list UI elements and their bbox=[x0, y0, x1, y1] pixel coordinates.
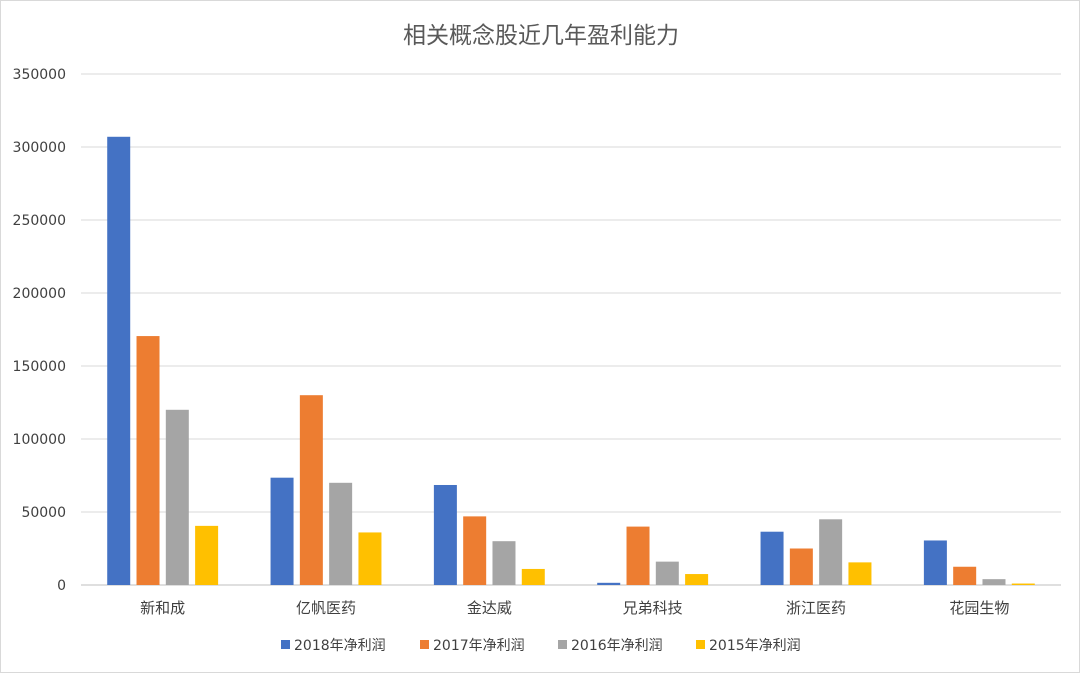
legend-swatch bbox=[696, 640, 705, 649]
bar bbox=[597, 582, 621, 585]
legend-swatch bbox=[558, 640, 567, 649]
legend-label: 2015年净利润 bbox=[709, 638, 801, 654]
x-category-label: 亿帆医药 bbox=[296, 599, 356, 617]
bar bbox=[789, 548, 813, 585]
bar bbox=[107, 136, 131, 585]
bar bbox=[655, 561, 679, 585]
legend-label: 2018年净利润 bbox=[294, 638, 386, 654]
bar bbox=[848, 562, 872, 585]
y-tick-label: 350000 bbox=[13, 67, 66, 83]
x-category-label: 兄弟科技 bbox=[623, 599, 683, 617]
bar bbox=[923, 540, 947, 585]
y-tick-label: 200000 bbox=[13, 286, 66, 302]
x-category-label: 浙江医药 bbox=[786, 599, 846, 617]
bar bbox=[463, 516, 487, 585]
bar bbox=[329, 482, 353, 585]
legend-label: 2016年净利润 bbox=[571, 638, 663, 654]
bar bbox=[760, 531, 784, 585]
y-tick-label: 0 bbox=[57, 578, 66, 594]
bar bbox=[299, 395, 323, 585]
y-tick-label: 300000 bbox=[13, 140, 66, 156]
bar bbox=[195, 525, 219, 585]
bar bbox=[165, 409, 189, 585]
x-category-label: 花园生物 bbox=[949, 599, 1009, 617]
chart-title: 相关概念股近几年盈利能力 bbox=[403, 23, 679, 49]
x-axis-categories: 新和成 亿帆医药 金达威 兄弟科技 浙江医药 花园生物 bbox=[140, 599, 1009, 617]
gridlines bbox=[81, 73, 1061, 586]
legend-label: 2017年净利润 bbox=[433, 638, 525, 654]
legend: 2018年净利润 2017年净利润 2016年净利润 2015年净利润 bbox=[281, 638, 801, 654]
bars bbox=[107, 136, 1035, 585]
y-tick-label: 150000 bbox=[13, 359, 66, 375]
y-tick-label: 250000 bbox=[13, 213, 66, 229]
y-tick-label: 50000 bbox=[21, 505, 66, 521]
bar bbox=[521, 568, 545, 585]
bar bbox=[953, 566, 977, 585]
bar bbox=[433, 484, 457, 585]
bar bbox=[685, 574, 709, 585]
bar bbox=[270, 477, 294, 585]
y-axis-ticks: 0 50000 100000 150000 200000 250000 300000 3500… bbox=[13, 67, 66, 594]
legend-swatch bbox=[420, 640, 429, 649]
bar bbox=[982, 579, 1006, 585]
bar bbox=[819, 519, 843, 585]
x-category-label: 金达威 bbox=[467, 599, 512, 617]
bar bbox=[626, 526, 650, 585]
bar bbox=[492, 541, 516, 585]
bar bbox=[1011, 583, 1035, 585]
bar bbox=[136, 336, 160, 585]
x-category-label: 新和成 bbox=[140, 599, 185, 617]
legend-swatch bbox=[281, 640, 290, 649]
y-tick-label: 100000 bbox=[13, 432, 66, 448]
bar bbox=[358, 532, 382, 585]
